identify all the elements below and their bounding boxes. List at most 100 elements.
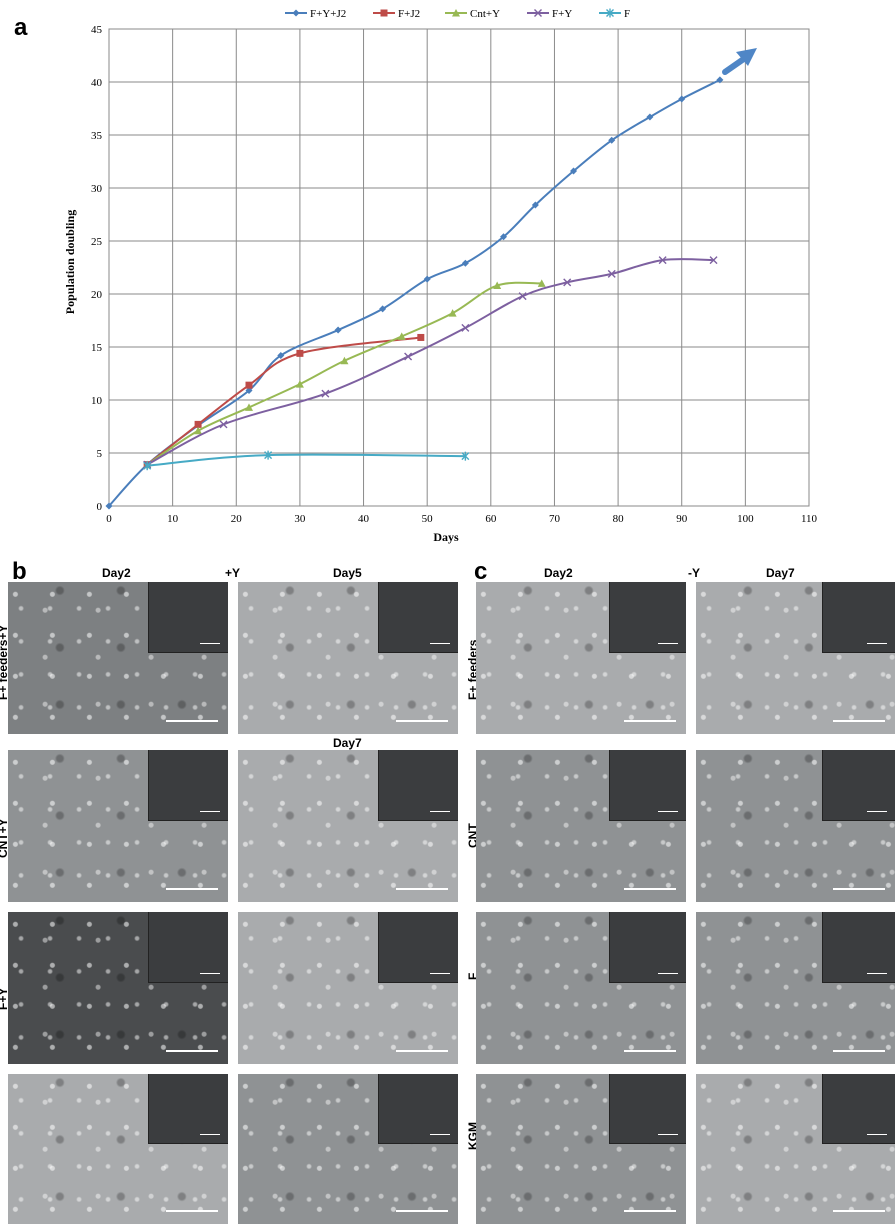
data-point	[518, 292, 527, 301]
legend-label: F	[624, 8, 630, 20]
panel-c-letter: c	[474, 558, 488, 585]
data-point	[264, 450, 273, 460]
x-tick-label: 110	[801, 513, 818, 525]
micrograph-b-r1-c1	[8, 582, 228, 734]
micrograph-b-r3-c1	[8, 912, 228, 1064]
x-axis-label: Days	[433, 530, 459, 544]
micrograph-b-r2-c2	[238, 750, 458, 902]
chart-grid	[108, 28, 810, 507]
legend-label: F+Y+J2	[310, 8, 346, 20]
y-tick-label: 10	[91, 395, 103, 407]
legend-marker	[380, 9, 388, 17]
legend-item: F+Y+J2	[285, 8, 346, 20]
micrograph-b-r2-c1	[8, 750, 228, 902]
data-point	[570, 167, 578, 175]
panel-c-col-day7: Day7	[766, 566, 795, 580]
chart-legend: F+Y+J2 F+J2 Cnt+Y F+Y F	[285, 8, 630, 20]
micrograph-c-r4-c2	[696, 1074, 895, 1224]
micrograph-c-r3-c1	[476, 912, 686, 1064]
y-tick-label: 5	[97, 448, 103, 460]
data-point	[500, 233, 508, 241]
legend-label: F+J2	[398, 8, 420, 20]
data-point	[531, 201, 539, 209]
data-point	[608, 136, 616, 144]
y-tick-label: 40	[91, 77, 103, 89]
legend-marker	[534, 9, 542, 17]
data-point	[321, 389, 330, 398]
legend-marker	[292, 9, 300, 17]
chart-axes: 0 10 20 30 40 50 60 70 80 90 100 110 0 5 10 15 20 25 30 35 4…	[91, 24, 818, 525]
panel-b-col-plus-y: +Y	[225, 566, 241, 580]
y-tick-label: 35	[91, 130, 103, 142]
data-point	[397, 332, 406, 340]
micrograph-c-r2-c2	[696, 750, 895, 902]
data-point	[277, 351, 285, 359]
y-tick-label: 30	[91, 183, 103, 195]
micrograph-c-r1-c1	[476, 582, 686, 734]
data-point	[296, 349, 304, 357]
legend-item: F	[599, 8, 630, 20]
data-point	[563, 278, 572, 287]
panel-b-col-day7: Day7	[333, 736, 362, 750]
data-point	[716, 76, 724, 84]
legend-marker	[606, 8, 614, 18]
plot-area	[108, 28, 810, 507]
y-tick-label: 15	[91, 342, 103, 354]
data-point	[219, 420, 228, 429]
micrograph-b-r4-c1	[8, 1074, 228, 1224]
data-point	[334, 326, 342, 334]
x-tick-label: 30	[294, 513, 306, 525]
data-point	[709, 256, 718, 265]
legend-item: F+J2	[373, 8, 420, 20]
x-tick-label: 60	[485, 513, 497, 525]
y-tick-label: 45	[91, 24, 103, 36]
x-tick-label: 100	[737, 513, 754, 525]
x-tick-label: 40	[358, 513, 370, 525]
data-point	[379, 305, 387, 313]
data-point	[423, 275, 431, 283]
legend-item: F+Y	[527, 8, 572, 20]
panel-c-col-day2: Day2	[544, 566, 573, 580]
panel-b-letter: b	[12, 558, 27, 585]
data-point	[461, 323, 470, 332]
population-doubling-chart: 0 10 20 30 40 50 60 70 80 90 100 110 0 5 10 15 20 25 30 35 4…	[63, 8, 818, 544]
x-tick-label: 20	[231, 513, 243, 525]
data-point	[194, 426, 203, 435]
series-line-4	[147, 453, 466, 467]
micrograph-c-r1-c2	[696, 582, 895, 734]
data-point	[143, 461, 152, 471]
panel-a-letter: a	[14, 14, 28, 41]
legend-item: Cnt+Y	[445, 8, 500, 20]
legend-marker	[452, 9, 460, 17]
micrograph-b-r1-c2	[238, 582, 458, 734]
data-point	[461, 451, 470, 461]
panel-b-col-day5: Day5	[333, 566, 362, 580]
data-point	[245, 403, 253, 411]
data-point	[245, 381, 253, 389]
data-point	[194, 420, 202, 428]
legend-label: Cnt+Y	[470, 8, 500, 20]
data-point	[417, 333, 425, 341]
data-point	[678, 95, 686, 103]
x-tick-label: 50	[422, 513, 434, 525]
chart-series	[105, 76, 724, 510]
data-point	[245, 386, 253, 394]
micrograph-c-r4-c1	[476, 1074, 686, 1224]
y-axis-label: Population doubling	[63, 210, 77, 314]
trend-arrow-icon	[722, 48, 757, 75]
panel-c-col-minus-y: -Y	[688, 566, 700, 580]
x-tick-label: 0	[106, 513, 112, 525]
y-tick-label: 20	[91, 289, 103, 301]
legend-label: F+Y	[552, 8, 572, 20]
x-tick-label: 90	[676, 513, 688, 525]
panel-b-col-day2: Day2	[102, 566, 131, 580]
micrograph-c-r2-c1	[476, 750, 686, 902]
data-point	[537, 279, 546, 287]
data-point	[105, 502, 113, 510]
data-point	[461, 259, 469, 267]
x-tick-label: 70	[549, 513, 561, 525]
micrograph-c-r3-c2	[696, 912, 895, 1064]
x-tick-label: 10	[167, 513, 179, 525]
data-point	[658, 256, 667, 265]
data-point	[607, 269, 616, 278]
